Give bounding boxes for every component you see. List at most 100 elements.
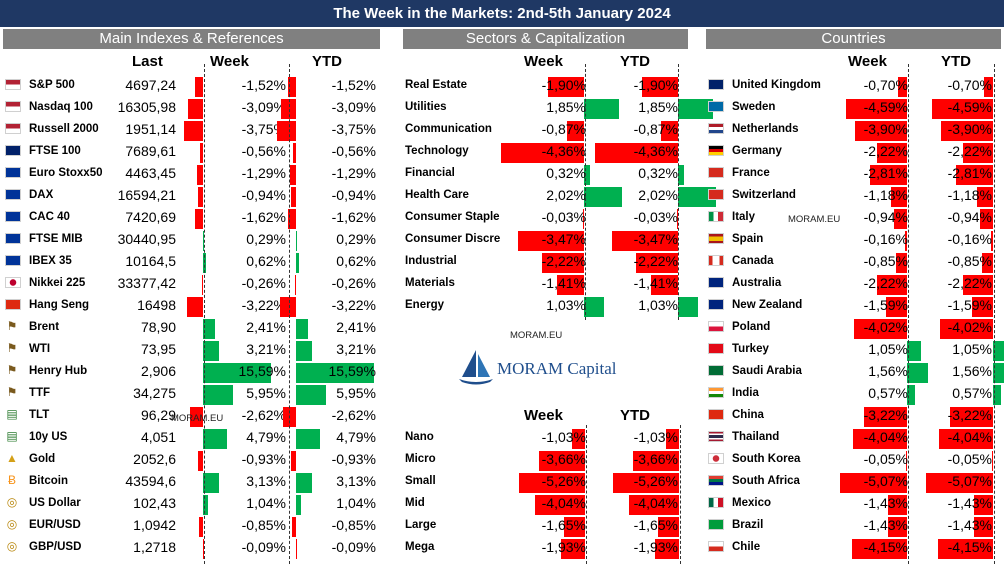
country-ytd: 1,56% [952, 363, 992, 379]
country-week: -1,43% [863, 517, 908, 533]
cap-name: Large [405, 519, 437, 531]
watermark: MORAM.EU [510, 330, 563, 341]
index-ytd: -3,22% [331, 297, 376, 313]
ytd-bar [941, 121, 993, 141]
sector-ytd: -2,22% [633, 253, 678, 269]
index-last: 7689,61 [125, 143, 176, 159]
col-header-ytd: YTD [312, 53, 342, 70]
us-flag [5, 123, 21, 134]
country-ytd: -4,59% [947, 99, 992, 115]
col-header-week: Week [210, 53, 249, 70]
country-name: Turkey [732, 343, 769, 355]
cap-name: Mega [405, 541, 435, 553]
week-bar [203, 363, 271, 383]
ytd-bar [993, 363, 1004, 383]
index-week: -3,75% [241, 121, 286, 137]
index-name: Euro Stoxx50 [29, 167, 103, 179]
country-week: -4,15% [863, 539, 908, 555]
cap-week: -1,93% [541, 539, 586, 555]
ytd-bar [291, 187, 296, 207]
week-bar [897, 77, 907, 97]
sailboat-icon [459, 350, 493, 385]
index-ytd: -0,94% [331, 187, 376, 203]
ytd-bar [279, 297, 296, 317]
index-name: Nasdaq 100 [29, 101, 93, 113]
country-ytd: -1,18% [947, 187, 992, 203]
week-bar [584, 165, 591, 185]
ytd-bar [289, 165, 296, 185]
cap-week: -3,66% [541, 451, 586, 467]
us-flag [5, 79, 21, 90]
country-ytd: -4,04% [947, 429, 992, 445]
ytd-bar [635, 253, 678, 273]
index-ytd: -0,09% [331, 539, 376, 555]
spain-flag [708, 233, 724, 244]
col-header-countries-ytd: YTD [941, 53, 971, 70]
ytd-bar [955, 165, 993, 185]
ytd-bar [973, 495, 993, 515]
week-bar [539, 451, 585, 471]
index-ytd: 4,79% [336, 429, 376, 445]
index-name: 10y US [29, 431, 68, 443]
ytd-bar [678, 187, 717, 207]
week-bar [907, 385, 915, 405]
sector-ytd: -3,47% [633, 231, 678, 247]
week-bar [557, 275, 584, 295]
country-ytd: -1,43% [947, 517, 992, 533]
ytd-bar [651, 275, 678, 295]
us-flag [5, 101, 21, 112]
sector-name: Consumer Staple [405, 211, 500, 223]
week-bar [194, 209, 203, 229]
index-week: 0,62% [246, 253, 286, 269]
week-bar [907, 341, 921, 361]
index-ytd: -3,75% [331, 121, 376, 137]
country-ytd: -4,15% [947, 539, 992, 555]
uk-flag [708, 79, 724, 90]
ytd-bar [296, 341, 313, 361]
ytd-bar [288, 77, 296, 97]
country-ytd: -3,90% [947, 121, 992, 137]
axis-line [289, 64, 290, 564]
index-week: -3,22% [241, 297, 286, 313]
korea-flag [708, 453, 724, 464]
sector-week: -3,47% [541, 231, 586, 247]
ytd-bar [296, 231, 298, 251]
index-ytd: 0,29% [336, 231, 376, 247]
country-name: Thailand [732, 431, 780, 443]
ytd-bar [963, 143, 993, 163]
index-week: 0,29% [246, 231, 286, 247]
index-last: 4697,24 [125, 77, 176, 93]
index-name: TLT [29, 409, 50, 421]
ytd-bar [677, 209, 678, 229]
index-name: S&P 500 [29, 79, 75, 91]
index-last: 78,90 [140, 319, 176, 335]
cap-ytd: -3,66% [633, 451, 678, 467]
col-header-sectors-week: Week [524, 53, 563, 70]
index-name: DAX [29, 189, 54, 201]
country-week: -2,81% [863, 165, 908, 181]
country-week: -2,22% [863, 275, 908, 291]
country-ytd: 1,05% [952, 341, 992, 357]
index-name: EUR/USD [29, 519, 81, 531]
sector-week: -4,36% [541, 143, 586, 159]
country-name: South Africa [732, 475, 800, 487]
index-week: 3,13% [246, 473, 286, 489]
country-week: -0,05% [863, 451, 908, 467]
index-week: 1,04% [246, 495, 286, 511]
sweden-flag [708, 101, 724, 112]
brazil-flag [708, 519, 724, 530]
week-bar [203, 341, 220, 361]
country-name: Australia [732, 277, 782, 289]
index-ytd: -3,09% [331, 99, 376, 115]
country-week: -0,94% [863, 209, 908, 225]
ytd-bar [296, 473, 312, 493]
australia-flag [708, 277, 724, 288]
week-bar [184, 121, 203, 141]
week-bar [501, 143, 584, 163]
sector-ytd: -0,87% [633, 121, 678, 137]
week-bar [904, 231, 907, 251]
index-week: -3,09% [241, 99, 286, 115]
ytd-bar [661, 121, 678, 141]
week-bar [584, 99, 620, 119]
country-name: Netherlands [732, 123, 799, 135]
